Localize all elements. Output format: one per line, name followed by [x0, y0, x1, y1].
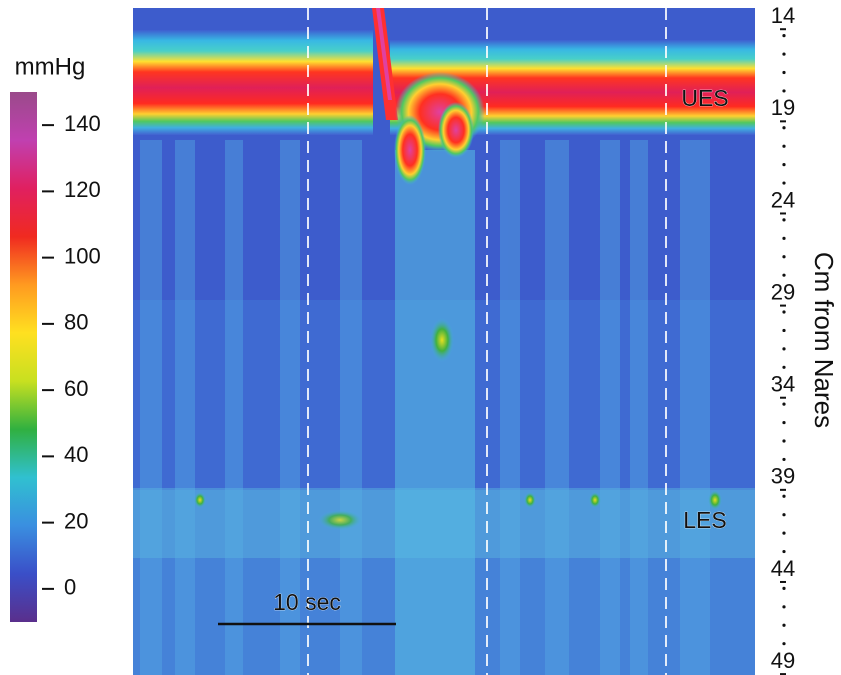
y-minor-tick [782, 365, 786, 369]
y-minor-tick [782, 494, 786, 498]
y-minor-tick [782, 439, 786, 443]
colorbar-tick-label: 60 [64, 376, 88, 401]
y-minor-tick [782, 236, 786, 240]
y-minor-tick [782, 52, 786, 56]
y-minor-tick [782, 420, 786, 425]
y-minor-tick [782, 623, 786, 627]
colorbar-tick-label: 100 [64, 243, 101, 268]
y-minor-tick [782, 181, 786, 185]
y-minor-tick [782, 273, 786, 277]
heatmap [133, 8, 755, 675]
colorbar-tick-label: 0 [64, 575, 76, 600]
y-minor-tick [782, 402, 786, 406]
colorbar-label: mmHg [15, 53, 86, 80]
y-tick-label: 19 [771, 95, 795, 120]
les-label: LES [683, 507, 726, 533]
colorbar-tick-label: 40 [64, 442, 88, 467]
y-minor-tick [782, 549, 786, 554]
y-minor-tick [782, 163, 786, 167]
y-minor-tick [782, 642, 786, 646]
y-tick-label: 44 [771, 556, 795, 581]
y-minor-tick [782, 513, 786, 517]
scale-label: 10 sec [273, 589, 341, 615]
y-tick-label: 24 [771, 187, 795, 212]
y-tick-label: 39 [771, 464, 795, 489]
y-minor-tick [782, 457, 786, 462]
y-minor-tick [782, 347, 786, 351]
y-minor-tick [782, 144, 786, 148]
y-tick-label: 14 [771, 3, 795, 28]
colorbar-tick-label: 80 [64, 310, 88, 335]
y-tick-label: 49 [771, 648, 795, 673]
y-tick-label: 29 [771, 279, 795, 304]
colorbar-tick-label: 140 [64, 111, 101, 136]
y-minor-tick [782, 586, 786, 591]
y-minor-tick [782, 328, 786, 333]
y-minor-tick [782, 310, 786, 314]
y-minor-tick [782, 34, 786, 38]
y-minor-tick [782, 70, 786, 75]
y-minor-tick [782, 126, 786, 130]
y-axis-label: Cm from Nares [809, 252, 839, 428]
colorbar-tick-label: 20 [64, 508, 88, 533]
y-minor-tick [782, 89, 786, 93]
y-minor-tick [782, 255, 786, 259]
colorbar [10, 92, 37, 622]
colorbar-tick-label: 120 [64, 177, 101, 202]
y-minor-tick [782, 218, 786, 222]
y-minor-tick [782, 605, 786, 609]
y-minor-tick [782, 531, 786, 535]
y-tick-label: 34 [771, 372, 795, 397]
ues-label: UES [681, 85, 728, 111]
